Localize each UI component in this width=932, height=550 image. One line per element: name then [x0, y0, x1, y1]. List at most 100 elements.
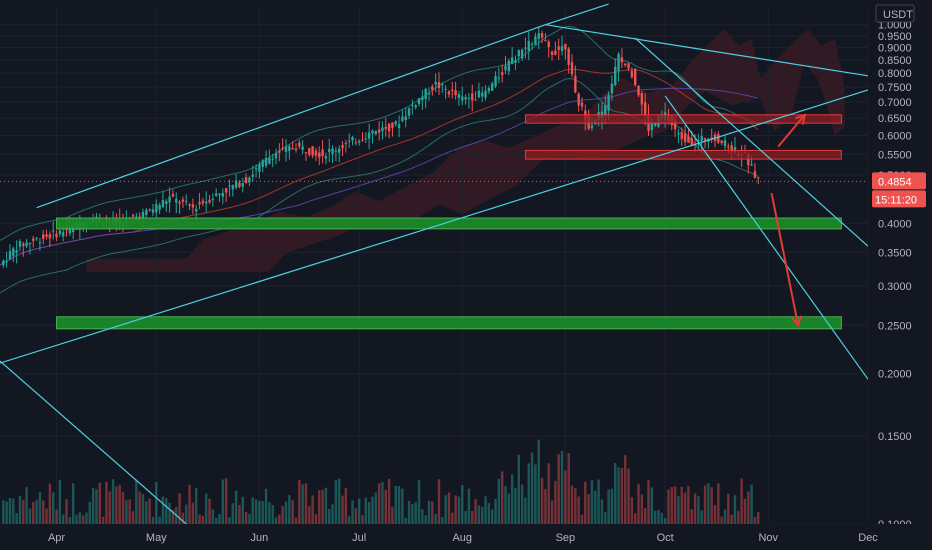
- volume-bar: [338, 478, 341, 524]
- volume-bar: [55, 509, 58, 524]
- candle-body: [195, 208, 198, 212]
- volume-bar: [564, 470, 567, 524]
- volume-bar: [125, 500, 128, 524]
- volume-bar: [88, 501, 91, 524]
- price-tick-label: 0.4000: [878, 218, 912, 230]
- volume-bar: [204, 493, 208, 524]
- volume-bar: [397, 485, 401, 524]
- candle-body: [750, 164, 753, 166]
- volume-bar: [667, 489, 670, 524]
- candle-body: [211, 198, 215, 201]
- candle-body: [434, 81, 437, 85]
- candle-body: [238, 182, 241, 187]
- candle-body: [314, 150, 318, 156]
- volume-bar: [371, 496, 374, 524]
- volume-bar: [161, 496, 165, 524]
- forecast-arrow: [770, 192, 800, 326]
- volume-bar: [141, 494, 145, 524]
- volume-bar: [218, 514, 221, 524]
- volume-bar: [441, 517, 444, 524]
- volume-bar: [487, 503, 491, 524]
- candle-body: [727, 146, 730, 148]
- volume-bar: [65, 499, 68, 524]
- candle-body: [477, 90, 481, 98]
- candle-body: [417, 98, 421, 105]
- volume-bar: [617, 467, 620, 524]
- candle-body: [15, 250, 18, 253]
- candle-body: [178, 201, 181, 204]
- volume-bar: [61, 514, 65, 524]
- candle-body: [530, 43, 534, 45]
- volume-bar: [540, 477, 544, 524]
- candle-body: [481, 92, 484, 97]
- currency-label: USDT: [875, 4, 915, 23]
- volume-bar: [15, 513, 18, 524]
- candle-body: [444, 88, 447, 90]
- candle-body: [464, 97, 467, 100]
- candle-body: [474, 99, 477, 101]
- volume-bar: [464, 511, 467, 524]
- volume-bar: [268, 502, 271, 524]
- volume-bar: [324, 487, 328, 524]
- candle-body: [311, 146, 314, 156]
- resistance-zone: [524, 114, 842, 124]
- volume-bar: [131, 511, 135, 524]
- volume-bar: [121, 491, 125, 524]
- volume-bar: [214, 517, 218, 524]
- volume-bar: [497, 478, 501, 524]
- candle-body: [22, 243, 25, 246]
- candle-body: [28, 243, 32, 245]
- volume-bar: [248, 513, 251, 524]
- volume-bar: [710, 487, 713, 524]
- countdown-badge: [872, 190, 926, 208]
- volume-bar: [221, 479, 225, 524]
- volume-bar: [567, 453, 570, 524]
- volume-bar: [447, 492, 451, 524]
- price-tick-label: 0.2500: [878, 320, 912, 332]
- candle-body: [467, 98, 471, 100]
- volume-bar: [254, 499, 258, 524]
- volume-bar: [594, 490, 597, 524]
- candle-body: [703, 138, 707, 141]
- volume-bar: [148, 498, 151, 524]
- volume-bar: [454, 495, 457, 524]
- resistance-zone: [524, 149, 842, 160]
- volume-bar: [500, 471, 504, 524]
- volume-bar: [364, 497, 368, 524]
- volume-bar: [165, 498, 168, 524]
- volume-bar: [251, 497, 254, 524]
- volume-bar: [95, 489, 98, 524]
- volume-bar: [673, 486, 677, 524]
- volume-bar: [238, 504, 241, 524]
- candle-body: [52, 230, 55, 232]
- volume-bar: [22, 500, 25, 524]
- volume-bar: [45, 508, 48, 524]
- candle-body: [344, 142, 348, 144]
- candle-body: [753, 171, 757, 178]
- candle-body: [32, 238, 35, 241]
- candle-body: [318, 152, 321, 158]
- currency-label-text: USDT: [883, 9, 913, 21]
- support-zone: [56, 217, 842, 230]
- candle-body: [421, 96, 424, 101]
- candle-body: [494, 76, 497, 87]
- candle-body: [68, 226, 72, 234]
- candle-body: [234, 180, 238, 188]
- volume-bar: [524, 497, 527, 524]
- candle-body: [733, 147, 737, 153]
- candle-body: [278, 150, 281, 153]
- volume-bar: [304, 483, 308, 524]
- price-zones: [56, 114, 842, 330]
- candle-body: [723, 140, 727, 147]
- volume-bar: [490, 509, 494, 524]
- volume-bar: [693, 493, 697, 524]
- volume-bar: [597, 479, 600, 524]
- candle-body: [347, 140, 351, 142]
- candle-body: [387, 123, 391, 132]
- candle-body: [308, 148, 311, 155]
- volume-bar: [750, 484, 753, 524]
- candle-body: [527, 40, 530, 52]
